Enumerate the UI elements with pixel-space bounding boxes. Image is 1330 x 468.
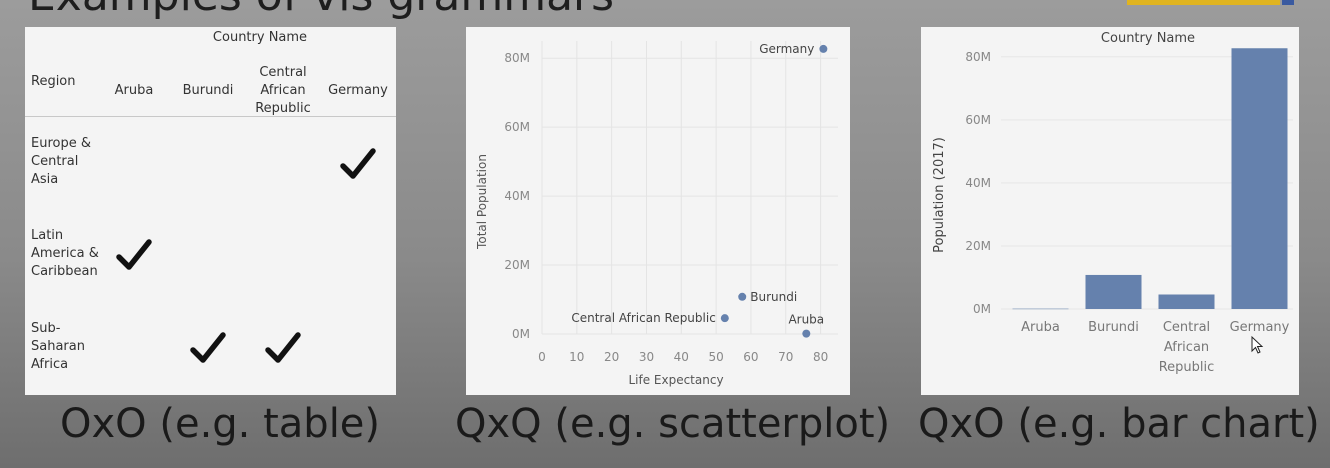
y-tick-label: 60M <box>504 120 530 134</box>
x-category-label: Central African Republic <box>1159 320 1215 375</box>
bar-panel: Country Name 0M 20M 40M 60M 80M Population (20… <box>921 27 1299 395</box>
y-tick-label: 40M <box>504 189 530 203</box>
x-tick-label: 0 <box>538 350 546 364</box>
y-tick-label: 60M <box>965 113 991 127</box>
y-tick-label: 80M <box>965 50 991 64</box>
scatter-panel: 0 10 20 30 40 50 60 70 80 0M 20M 40M 60M 80M Life Expe… <box>466 27 850 395</box>
checkmark-icon <box>340 148 376 179</box>
table-panel: Country Name Region Aruba Burundi Central … <box>25 27 396 395</box>
caption-scatter: QxQ (e.g. scatterplot) <box>455 401 891 447</box>
checkmark-icon <box>190 332 226 363</box>
x-axis-label: Life Expectancy <box>628 373 723 387</box>
y-tick-label: 80M <box>504 51 530 65</box>
x-tick-label: 10 <box>569 350 584 364</box>
y-tick-label: 0M <box>512 327 530 341</box>
x-tick-label: 30 <box>639 350 654 364</box>
x-category-label: Burundi <box>1088 320 1139 335</box>
x-category-label: Aruba <box>1021 320 1060 335</box>
x-tick-label: 60 <box>743 350 758 364</box>
mouse-cursor-icon <box>1251 335 1264 354</box>
point-label: Central African Republic <box>571 311 715 325</box>
table-header-divider <box>25 116 396 117</box>
x-tick-label: 70 <box>778 350 793 364</box>
accent-bar-yellow <box>1127 0 1280 5</box>
x-tick-label: 80 <box>813 350 828 364</box>
checkmark-icon <box>116 239 152 270</box>
table-column-header: Burundi <box>182 83 234 98</box>
y-axis-label: Total Population <box>475 154 489 250</box>
bar <box>1085 274 1142 309</box>
scatterplot: 0 10 20 30 40 50 60 70 80 0M 20M 40M 60M 80M Life Expe… <box>475 41 838 387</box>
point-label: Germany <box>759 42 814 56</box>
bar <box>1158 294 1215 309</box>
checkmark-icon <box>265 332 301 363</box>
x-tick-label: 20 <box>604 350 619 364</box>
y-axis-label: Population (2017) <box>932 137 947 253</box>
x-tick-label: 40 <box>674 350 689 364</box>
y-tick-label: 40M <box>965 176 991 190</box>
y-tick-label: 0M <box>973 302 991 316</box>
x-category-label: Germany <box>1230 320 1290 335</box>
y-tick-label: 20M <box>504 258 530 272</box>
scatter-point <box>738 292 747 301</box>
scatter-point <box>720 314 729 323</box>
table-column-group-header: Country Name <box>212 30 308 45</box>
point-label: Aruba <box>788 313 824 327</box>
table-row-label: Europe & Central Asia <box>31 136 91 187</box>
y-tick-label: 20M <box>965 239 991 253</box>
accent-bar-blue <box>1282 0 1294 5</box>
point-label: Burundi <box>750 290 797 304</box>
table-column-header: Germany <box>328 83 388 98</box>
table-column-header: Central African Republic <box>255 65 311 116</box>
bar-chart: Country Name 0M 20M 40M 60M 80M Population (20… <box>932 31 1293 375</box>
table-row-label: Sub- Saharan Africa <box>31 321 85 372</box>
scatter-point <box>819 44 828 53</box>
slide-title-fragment: Examples of vis grammars <box>28 0 614 21</box>
table-row-header: Region <box>31 74 76 89</box>
table-row-label: Latin America & Caribbean <box>31 228 99 279</box>
caption-bar: QxO (e.g. bar chart) <box>918 401 1320 447</box>
bar-chart-title: Country Name <box>1101 31 1195 46</box>
x-tick-label: 50 <box>708 350 723 364</box>
bar <box>1231 48 1288 309</box>
caption-table: OxO (e.g. table) <box>60 401 381 447</box>
scatter-point <box>802 329 811 338</box>
bar <box>1012 308 1069 310</box>
table-column-header: Aruba <box>114 83 154 98</box>
